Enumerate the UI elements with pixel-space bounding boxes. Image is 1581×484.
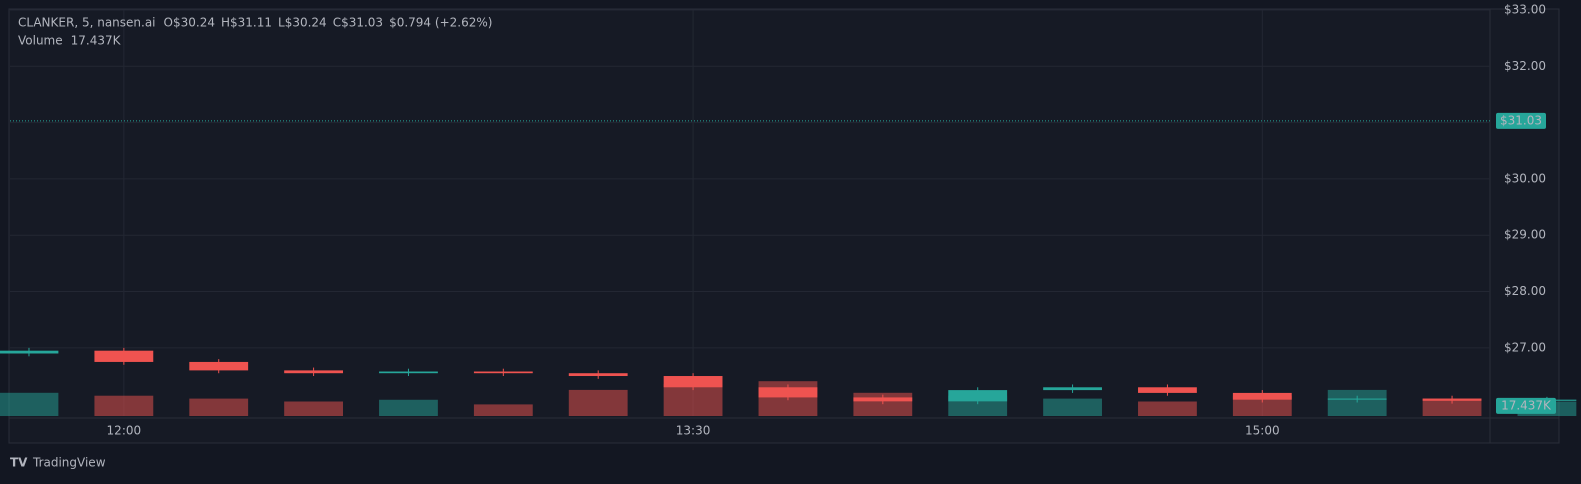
legend-header: CLANKER, 5, nansen.ai O $30.24 H $31.11 L $30.… <box>18 16 492 48</box>
candle-body <box>94 350 154 362</box>
ohlc-key: H <box>221 16 230 30</box>
x-tick-label: 12:00 <box>107 424 142 438</box>
candle-body <box>663 376 723 388</box>
y-tick-label: $32.00 <box>1504 59 1546 73</box>
last-price-tag <box>1496 112 1546 129</box>
y-tick-label: $30.00 <box>1504 171 1546 185</box>
candle-body <box>189 361 249 371</box>
brand-name: TradingView <box>32 456 106 470</box>
candle-body <box>948 390 1008 402</box>
x-tick-label: 13:30 <box>676 424 711 438</box>
last-price-label: $31.03 <box>1500 113 1542 127</box>
volume-bar <box>568 389 628 416</box>
y-tick-label: $28.00 <box>1504 284 1546 298</box>
y-tick-label: $27.00 <box>1504 340 1546 354</box>
last-volume-label: 17.437K <box>1501 398 1552 412</box>
candle-body <box>758 387 818 398</box>
volume-bar <box>1138 401 1197 416</box>
candle-body <box>853 397 913 402</box>
brand: 𝗧𝗩 TradingView <box>10 456 106 470</box>
chart-panel <box>8 8 1560 444</box>
volume-bar <box>284 401 343 416</box>
ohlc-value: $31.11 <box>230 16 272 30</box>
ohlc-value: $30.24 <box>285 16 327 30</box>
brand-logo: 𝗧𝗩 <box>10 456 28 470</box>
last-volume-tag <box>1496 397 1556 414</box>
volume-bar <box>1422 398 1482 416</box>
volume-bar <box>94 395 154 416</box>
volume-bar <box>379 399 438 416</box>
x-tick-label: 15:00 <box>1245 424 1280 438</box>
volume-pane <box>0 381 1577 416</box>
volume-bar <box>1043 398 1102 416</box>
y-tick-label: $33.00 <box>1504 3 1546 17</box>
symbol: CLANKER, 5, nansen.ai <box>18 16 156 30</box>
candle-body <box>0 350 59 354</box>
change: $0.794 (+2.62%) <box>389 16 492 30</box>
candle-body <box>473 371 533 374</box>
candle-body <box>1043 387 1102 391</box>
candle-body <box>284 370 343 374</box>
ohlc-key: O <box>164 16 173 30</box>
candle-body <box>1422 398 1482 401</box>
candle-body <box>379 371 438 374</box>
ohlc-value: $31.03 <box>341 16 383 30</box>
volume-bar <box>473 404 533 416</box>
candle-body <box>568 373 628 377</box>
volume-value: 17.437K <box>71 34 122 48</box>
volume-name: Volume <box>18 34 63 48</box>
candle-body <box>1138 387 1197 393</box>
ohlc-key: C <box>333 16 341 30</box>
candle-body <box>1327 398 1387 400</box>
ohlc-value: $30.24 <box>173 16 215 30</box>
y-tick-label: $29.00 <box>1504 228 1546 242</box>
volume-bar <box>0 392 59 416</box>
ohlc-key: L <box>278 16 285 30</box>
volume-bar <box>1232 395 1292 416</box>
candles <box>0 347 1577 405</box>
volume-bar <box>189 398 249 416</box>
candle-body <box>1232 392 1292 400</box>
volume-bar <box>1327 389 1387 416</box>
